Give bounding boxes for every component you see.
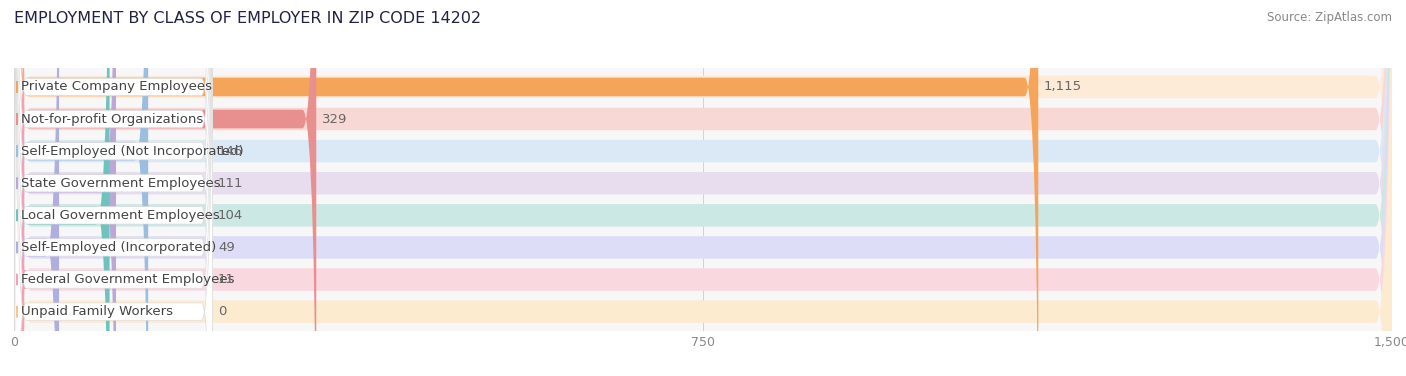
Text: 49: 49	[218, 241, 235, 254]
FancyBboxPatch shape	[15, 0, 212, 376]
FancyBboxPatch shape	[15, 0, 212, 376]
Text: 111: 111	[218, 177, 243, 190]
FancyBboxPatch shape	[15, 0, 212, 376]
FancyBboxPatch shape	[14, 0, 117, 376]
Text: Self-Employed (Not Incorporated): Self-Employed (Not Incorporated)	[21, 145, 243, 158]
FancyBboxPatch shape	[14, 0, 1038, 376]
FancyBboxPatch shape	[15, 0, 212, 376]
Text: Private Company Employees: Private Company Employees	[21, 80, 212, 94]
FancyBboxPatch shape	[10, 0, 28, 376]
FancyBboxPatch shape	[15, 0, 212, 376]
Text: Unpaid Family Workers: Unpaid Family Workers	[21, 305, 173, 318]
FancyBboxPatch shape	[14, 0, 148, 376]
Text: 146: 146	[218, 145, 243, 158]
FancyBboxPatch shape	[15, 0, 212, 376]
FancyBboxPatch shape	[14, 0, 1392, 376]
FancyBboxPatch shape	[15, 0, 212, 376]
FancyBboxPatch shape	[14, 0, 110, 376]
Text: EMPLOYMENT BY CLASS OF EMPLOYER IN ZIP CODE 14202: EMPLOYMENT BY CLASS OF EMPLOYER IN ZIP C…	[14, 11, 481, 26]
FancyBboxPatch shape	[14, 289, 15, 334]
Text: 1,115: 1,115	[1043, 80, 1083, 94]
FancyBboxPatch shape	[14, 0, 1392, 376]
FancyBboxPatch shape	[14, 0, 59, 376]
Text: Federal Government Employees: Federal Government Employees	[21, 273, 235, 286]
FancyBboxPatch shape	[14, 0, 1392, 376]
Text: Source: ZipAtlas.com: Source: ZipAtlas.com	[1267, 11, 1392, 24]
FancyBboxPatch shape	[14, 0, 1392, 376]
FancyBboxPatch shape	[14, 0, 316, 376]
Text: 11: 11	[218, 273, 235, 286]
FancyBboxPatch shape	[14, 0, 1392, 376]
Text: 0: 0	[218, 305, 226, 318]
FancyBboxPatch shape	[14, 0, 1392, 376]
Text: Self-Employed (Incorporated): Self-Employed (Incorporated)	[21, 241, 217, 254]
FancyBboxPatch shape	[14, 0, 1392, 376]
Text: 104: 104	[218, 209, 243, 222]
Text: Local Government Employees: Local Government Employees	[21, 209, 219, 222]
Text: Not-for-profit Organizations: Not-for-profit Organizations	[21, 112, 202, 126]
FancyBboxPatch shape	[15, 0, 212, 376]
Text: State Government Employees: State Government Employees	[21, 177, 221, 190]
FancyBboxPatch shape	[14, 0, 1392, 376]
Text: 329: 329	[322, 112, 347, 126]
